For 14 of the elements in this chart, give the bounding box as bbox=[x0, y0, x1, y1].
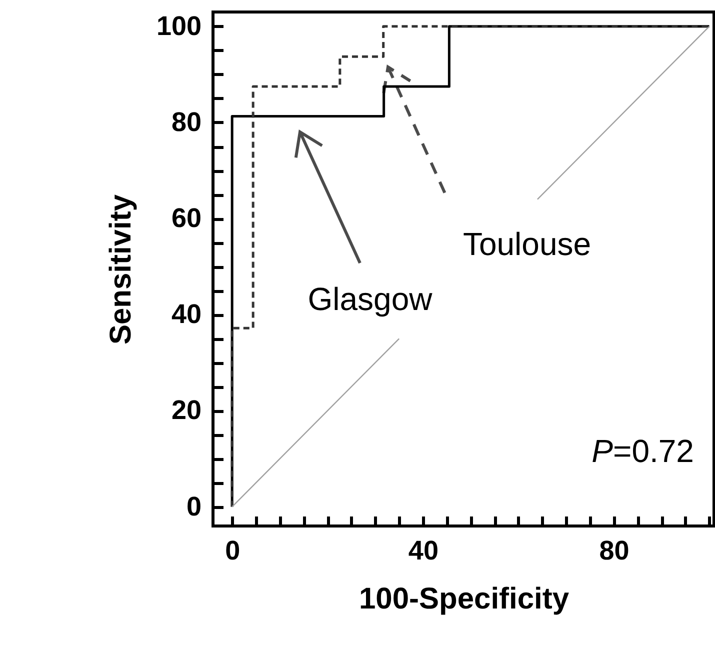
y-tick-label: 0 bbox=[186, 491, 202, 522]
y-tick-label: 80 bbox=[171, 106, 202, 137]
annotation: P=0.72 bbox=[592, 433, 694, 469]
y-tick-label: 20 bbox=[171, 395, 202, 426]
annotation: Toulouse bbox=[462, 226, 592, 262]
x-tick-label: 80 bbox=[599, 536, 630, 566]
x-axis-title: 100-Specificity bbox=[358, 582, 570, 616]
x-tick-label: 0 bbox=[225, 536, 240, 566]
y-axis-title: Sensitivity bbox=[104, 194, 138, 345]
annotation: Glasgow bbox=[308, 281, 434, 317]
x-tick-label: 40 bbox=[408, 536, 438, 566]
y-tick-label: 100 bbox=[156, 10, 202, 41]
y-tick-label: 60 bbox=[171, 203, 202, 234]
y-tick-label: 40 bbox=[171, 299, 202, 330]
